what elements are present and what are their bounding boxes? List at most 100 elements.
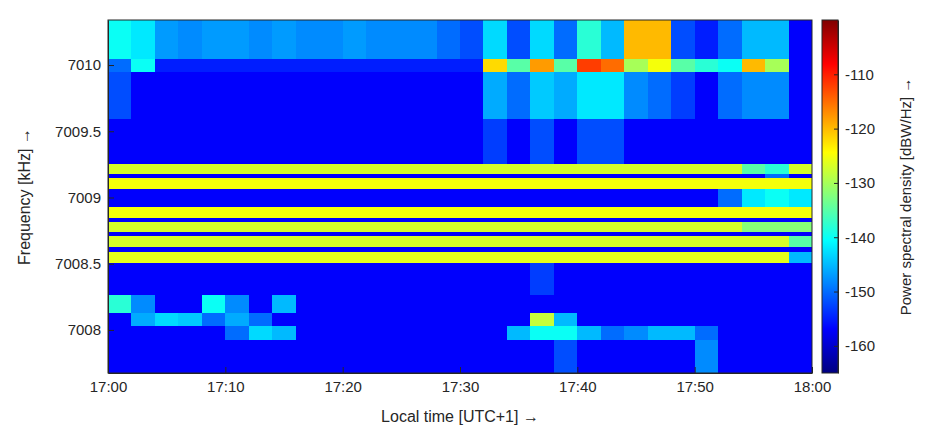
cell: [225, 207, 249, 218]
cell: [108, 174, 132, 178]
cell: [366, 20, 390, 59]
cell: [413, 262, 437, 294]
cell: [789, 178, 812, 189]
cell: [742, 163, 766, 174]
cell: [460, 339, 484, 373]
cell: [390, 339, 414, 373]
cell: [296, 58, 320, 72]
y-axis: 70087008.570097009.57010: [55, 21, 114, 374]
cell: [319, 339, 343, 373]
cell: [789, 262, 812, 294]
cell: [695, 72, 719, 119]
cell: [577, 188, 601, 207]
y-tick: 7008: [68, 321, 114, 338]
cell: [413, 217, 437, 221]
cell: [178, 118, 202, 164]
cell: [249, 339, 273, 373]
cell: [155, 247, 179, 253]
cell: [695, 221, 719, 232]
cell: [296, 247, 320, 253]
cell: [742, 294, 766, 313]
cell: [319, 252, 343, 263]
cell: [225, 262, 249, 294]
cell: [789, 326, 812, 340]
cell: [460, 262, 484, 294]
cell: [390, 72, 414, 119]
cell: [507, 58, 531, 72]
cell: [671, 232, 695, 236]
cell: [437, 247, 461, 253]
cell: [577, 262, 601, 294]
cell: [554, 58, 578, 72]
cell: [718, 326, 742, 340]
cell: [249, 58, 273, 72]
y-tick-label: 7010: [68, 56, 101, 73]
y-tick: 7009.5: [55, 123, 114, 140]
cell: [695, 58, 719, 72]
colorbar-axis: -160-150-140-130-120-110: [834, 21, 875, 374]
cell: [765, 163, 789, 174]
cell: [272, 188, 296, 207]
cell: [108, 217, 132, 221]
cell: [155, 252, 179, 263]
cell: [202, 326, 226, 340]
cell: [671, 247, 695, 253]
cell: [366, 313, 390, 327]
cell: [554, 207, 578, 218]
cell: [624, 262, 648, 294]
cell: [155, 217, 179, 221]
colorbar-tick-label: -150: [845, 283, 875, 300]
cell: [460, 236, 484, 247]
cell: [530, 236, 554, 247]
cell: [789, 252, 812, 263]
cell: [108, 188, 132, 207]
cell: [695, 247, 719, 253]
cell: [131, 313, 155, 327]
cell: [131, 294, 155, 313]
cell: [671, 72, 695, 119]
cell: [648, 339, 672, 373]
cell: [202, 174, 226, 178]
cell: [366, 118, 390, 164]
cell: [272, 207, 296, 218]
cell: [671, 174, 695, 178]
cell: [202, 163, 226, 174]
cells: [108, 20, 812, 373]
cell: [601, 294, 625, 313]
cell: [202, 339, 226, 373]
cell: [131, 118, 155, 164]
cell: [202, 262, 226, 294]
cell: [483, 72, 507, 119]
cell: [671, 294, 695, 313]
cell: [554, 178, 578, 189]
y-axis-title: Frequency [kHz] →: [16, 128, 33, 265]
cell: [108, 178, 132, 189]
cell: [695, 339, 719, 373]
cell: [483, 326, 507, 340]
cell: [507, 20, 531, 59]
cell: [554, 232, 578, 236]
colorbar-tick-mark: [834, 183, 838, 184]
cell: [343, 163, 367, 174]
cell: [155, 326, 179, 340]
cell: [319, 217, 343, 221]
cell: [319, 188, 343, 207]
cell: [601, 236, 625, 247]
cell: [202, 72, 226, 119]
cell: [671, 188, 695, 207]
cell: [296, 174, 320, 178]
y-tick: 7010: [68, 56, 114, 73]
cell: [483, 163, 507, 174]
colorbar-tick: -150: [834, 283, 875, 300]
cell: [483, 247, 507, 253]
cell: [577, 174, 601, 178]
cell: [296, 163, 320, 174]
cell: [460, 163, 484, 174]
cell: [718, 232, 742, 236]
cell: [601, 163, 625, 174]
cell: [648, 188, 672, 207]
cell: [437, 178, 461, 189]
cell: [131, 221, 155, 232]
cell: [296, 326, 320, 340]
cell: [343, 313, 367, 327]
